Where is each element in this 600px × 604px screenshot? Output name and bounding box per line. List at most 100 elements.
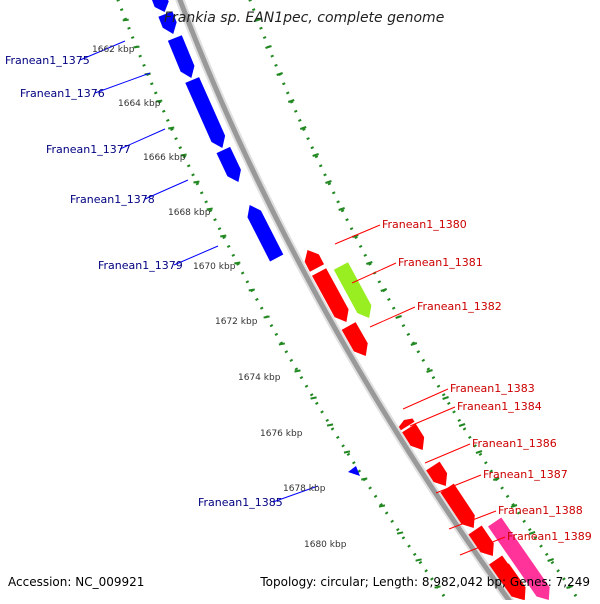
reverse-leader-line [351, 262, 397, 284]
forward-gene [167, 35, 195, 78]
reverse-gene-label: Franean1_1381 [398, 256, 483, 269]
inner-major-tick [206, 207, 213, 211]
kbp-tick-label: 1676 kbp [260, 429, 303, 439]
forward-leader-line [79, 40, 126, 61]
kbp-tick-label: 1678 kbp [283, 484, 326, 494]
kbp-tick-label: 1662 kbp [92, 45, 135, 55]
forward-gene-label: Franean1_1385 [198, 496, 283, 509]
outer-major-tick [276, 72, 283, 76]
forward-leader-line [173, 245, 219, 266]
outer-major-tick [426, 369, 433, 373]
reverse-leader-line [334, 224, 381, 245]
reverse-gene-label: Franean1_1386 [472, 437, 557, 450]
outer-major-tick [299, 126, 307, 130]
inner-major-tick [220, 234, 227, 238]
forward-gene [158, 11, 177, 34]
kbp-tick-label: 1666 kbp [143, 153, 186, 163]
inner-major-tick [156, 99, 163, 103]
reverse-gene [468, 525, 494, 556]
forward-gene-label: Franean1_1377 [46, 143, 131, 156]
reverse-gene-label: Franean1_1380 [382, 218, 467, 231]
outer-major-tick [395, 315, 402, 319]
inner-major-tick [193, 180, 200, 184]
tick-tracks [116, 0, 584, 604]
reverse-gene-label: Franean1_1388 [498, 504, 583, 517]
reverse-gene [440, 483, 475, 528]
inner-tick-track [116, 0, 452, 604]
inner-major-tick [415, 558, 422, 562]
reverse-gene [304, 250, 325, 272]
forward-gene [185, 77, 226, 148]
inner-major-tick [378, 504, 386, 508]
inner-major-tick [343, 450, 351, 454]
forward-gene [216, 146, 241, 182]
inner-major-tick [326, 423, 334, 427]
map-title: Frankia sp. EAN1pec, complete genome [164, 10, 444, 26]
inner-major-tick [396, 531, 404, 535]
inner-major-tick [133, 45, 140, 49]
outer-major-tick [510, 504, 518, 508]
kbp-tick-label: 1672 kbp [215, 317, 258, 327]
reverse-gene [341, 322, 368, 356]
inner-major-tick [248, 288, 255, 292]
outer-major-tick [254, 18, 262, 22]
outer-major-tick [410, 342, 418, 346]
reverse-gene-label: Franean1_1383 [450, 382, 535, 395]
outer-major-tick [492, 477, 500, 481]
inner-major-tick [122, 18, 129, 22]
reverse-gene [495, 563, 526, 600]
backbone-line [177, 0, 515, 604]
outer-major-tick [528, 531, 536, 535]
outer-major-tick [338, 207, 345, 211]
kbp-tick-label: 1670 kbp [193, 262, 236, 272]
inner-major-tick [310, 396, 317, 400]
inner-major-tick [168, 126, 175, 130]
forward-gene-label: Franean1_1379 [98, 259, 183, 272]
outer-major-tick [325, 180, 332, 184]
inner-major-tick [263, 315, 270, 319]
reverse-leader-line [459, 536, 506, 556]
forward-gene-label: Franean1_1376 [20, 87, 105, 100]
forward-gene [247, 205, 284, 262]
inner-major-tick [294, 369, 301, 373]
outer-major-tick [380, 288, 388, 292]
outer-tick-track [248, 0, 584, 604]
reverse-gene [402, 423, 425, 450]
inner-major-tick [278, 342, 286, 346]
reverse-leader-line [424, 443, 471, 464]
forward-leader-line [272, 485, 319, 503]
reverse-gene [312, 268, 349, 322]
reverse-gene-label: Franean1_1389 [507, 530, 592, 543]
genome-info-text: Topology: circular; Length: 8,982,042 bp… [259, 575, 590, 589]
forward-gene-label: Franean1_1378 [70, 193, 155, 206]
reverse-gene [426, 461, 448, 486]
reverse-gene [398, 418, 415, 431]
inner-major-tick [434, 585, 441, 589]
kbp-tick-labels: 1662 kbp 1664 kbp 1666 kbp 1668 kbp 1670 kbp… [92, 45, 347, 550]
kbp-tick-label: 1680 kbp [304, 540, 347, 550]
accession-text: Accession: NC_009921 [8, 575, 144, 589]
outer-major-tick [475, 450, 483, 454]
outer-major-tick [458, 423, 466, 427]
outer-major-tick [365, 261, 373, 265]
reverse-gene-label: Franean1_1387 [483, 468, 568, 481]
reverse-leader-line [435, 474, 482, 494]
reverse-leader-line [409, 406, 456, 427]
inner-major-tick [361, 477, 368, 481]
reverse-gene-label: Franean1_1384 [457, 400, 542, 413]
inner-major-tick [234, 261, 241, 265]
forward-gene [151, 0, 169, 12]
forward-leader-line [119, 128, 166, 150]
forward-leader-line [94, 72, 151, 94]
reverse-leader-line [369, 306, 416, 328]
forward-leader-line [144, 179, 189, 200]
kbp-tick-label: 1664 kbp [118, 99, 161, 109]
kbp-tick-label: 1668 kbp [168, 208, 211, 218]
kbp-tick-label: 1674 kbp [238, 373, 281, 383]
outer-major-tick [547, 558, 554, 562]
inner-major-tick [180, 153, 187, 157]
reverse-gene-label: Franean1_1382 [417, 300, 502, 313]
reverse-leader-line [402, 388, 449, 410]
